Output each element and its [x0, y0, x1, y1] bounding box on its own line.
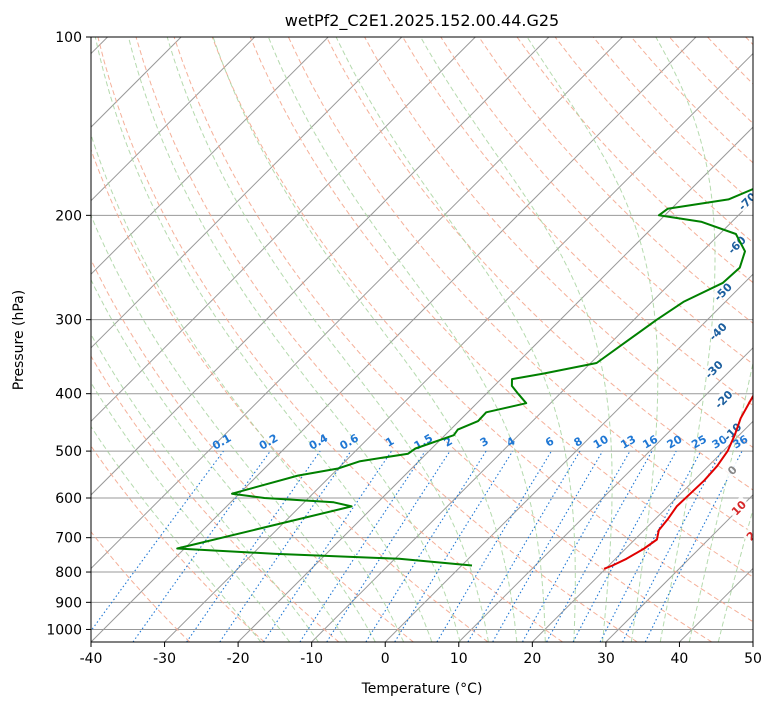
- dry-adiabat-line: [478, 37, 753, 324]
- sounding-traces: [176, 187, 753, 570]
- x-tick-label: 50: [744, 651, 762, 667]
- x-axis-label: Temperature (°C): [361, 681, 483, 697]
- moist-adiabat-line: [688, 360, 753, 642]
- y-tick-label: 700: [55, 531, 82, 547]
- isotherm-line: [91, 37, 697, 642]
- dry-adiabat-line: [173, 37, 713, 642]
- isotherm-line: [384, 273, 753, 642]
- moist-adiabat-label-bg: [720, 458, 743, 481]
- moist-adiabat-line: [91, 425, 262, 642]
- temperature-trace: [603, 394, 753, 570]
- y-tick-label: 100: [55, 30, 82, 46]
- axes-frame: [90, 36, 754, 643]
- isotherm-line: [164, 52, 753, 642]
- dry-adiabat-label-bg: [735, 189, 753, 213]
- mixing-ratio-line: [394, 450, 514, 642]
- x-tick-label: -40: [80, 651, 103, 667]
- dry-adiabat-line: [135, 37, 638, 642]
- x-tick-label: 10: [450, 651, 468, 667]
- moist-adiabat-line: [526, 37, 659, 642]
- mixing-ratio-line: [219, 450, 352, 642]
- mixing-ratio-line: [91, 450, 224, 632]
- dewpoint-trace: [176, 187, 753, 567]
- isotherm-line: [91, 37, 403, 349]
- moist-adiabat-line: [91, 333, 319, 642]
- moist-adiabat-line: [212, 37, 518, 642]
- y-tick-label: 400: [55, 387, 82, 403]
- x-tick-label: -10: [300, 651, 323, 667]
- moist-adiabat-line: [91, 214, 376, 642]
- mixing-ratio-line: [186, 450, 321, 642]
- mixing-ratio-line: [326, 450, 451, 642]
- y-tick-label: 800: [55, 565, 82, 581]
- moist-adiabat-line: [91, 278, 348, 642]
- x-tick-label: -30: [153, 651, 176, 667]
- moist-adiabat-line: [267, 37, 546, 642]
- moist-adiabat-line: [655, 37, 716, 642]
- moist-adiabat-label-bg: [726, 495, 750, 519]
- dry-adiabat-label-bg: [724, 232, 748, 256]
- isotherm-line: [531, 420, 753, 642]
- dry-adiabat-line: [326, 37, 753, 491]
- moist-adiabat-line: [91, 133, 405, 642]
- dry-adiabat-line: [91, 148, 489, 642]
- chart-title: wetPf2_C2E1.2025.152.00.44.G25: [285, 11, 559, 31]
- mixing-ratio-line: [132, 450, 271, 642]
- dry-adiabat-line: [91, 355, 340, 642]
- isotherm-line: [605, 494, 753, 642]
- dry-adiabat-line: [91, 531, 191, 642]
- y-tick-label: 600: [55, 491, 82, 507]
- dry-adiabat-label-bg: [711, 387, 735, 410]
- moist-adiabat-line: [335, 37, 576, 642]
- x-tick-label: 40: [671, 651, 689, 667]
- x-tick-label: 20: [523, 651, 541, 667]
- moist-adiabat-line: [94, 37, 433, 642]
- y-tick-label: 200: [55, 208, 82, 224]
- mixing-ratio-line: [263, 450, 392, 642]
- y-tick-label: 900: [55, 595, 82, 611]
- moist-adiabat-line: [717, 507, 753, 642]
- dry-adiabat-line: [91, 258, 414, 642]
- dry-adiabat-line: [249, 37, 753, 578]
- mixing-ratio-line: [299, 450, 426, 642]
- isotherm-line: [91, 37, 329, 275]
- isotherm-line: [91, 37, 256, 202]
- mixing-ratio-line: [546, 450, 653, 642]
- y-tick-label: 1000: [46, 622, 82, 638]
- moist-adiabat-line: [166, 37, 489, 642]
- isotherm-line: [91, 37, 623, 570]
- x-tick-label: 0: [381, 651, 390, 667]
- dry-adiabat-line: [91, 445, 265, 642]
- x-tick-label: 30: [597, 651, 615, 667]
- dry-adiabat-label-bg: [701, 357, 725, 381]
- mixing-ratio-line: [522, 450, 631, 642]
- dry-adiabat-line: [97, 37, 563, 642]
- axes: -40 -30 -20 -10 0 10 20 30 40 50 100 200 300 400 500 60…: [46, 30, 762, 667]
- moist-adiabat-line: [420, 37, 613, 642]
- y-tick-label: 300: [55, 313, 82, 329]
- dry-adiabat-line: [211, 37, 753, 623]
- isotherm-line: [458, 347, 753, 642]
- dry-adiabat-line: [516, 37, 753, 284]
- isotherm-line: [91, 37, 476, 423]
- isotherm-line: [91, 37, 550, 496]
- y-tick-label: 500: [55, 444, 82, 460]
- dry-adiabat-line: [402, 37, 753, 407]
- moist-adiabat-label: 20: [744, 523, 764, 543]
- y-axis-label: Pressure (hPa): [11, 290, 27, 390]
- isotherm-line: [237, 126, 753, 642]
- moist-adiabat-line: [128, 37, 461, 642]
- dry-adiabat-label-bg: [705, 319, 729, 343]
- dry-adiabat-label-bg: [710, 279, 734, 303]
- plot-area: 0.10.20.40.611.52346810131620253036-100-…: [91, 37, 764, 642]
- mixing-ratio-line: [644, 450, 743, 642]
- x-tick-label: -20: [227, 651, 250, 667]
